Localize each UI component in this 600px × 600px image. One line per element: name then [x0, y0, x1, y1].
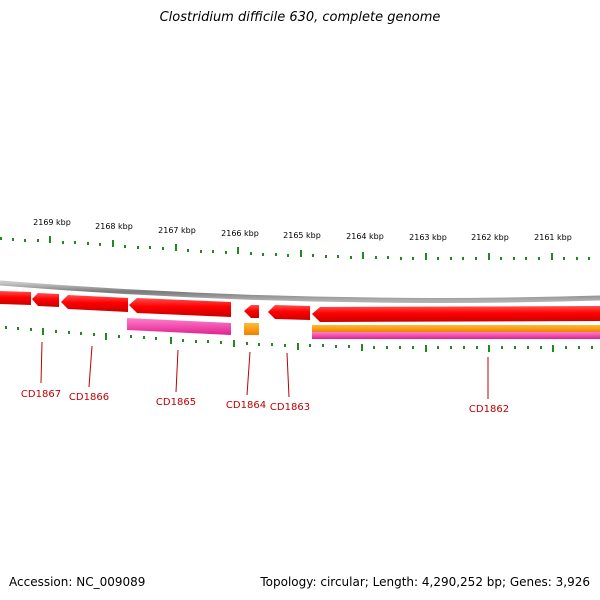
- gene-bar[interactable]: [127, 318, 231, 335]
- cds-arrow[interactable]: [0, 291, 31, 305]
- scale-label: 2167 kbp: [158, 226, 196, 235]
- scale-label: 2164 kbp: [346, 232, 384, 241]
- genome-summary-text: Topology: circular; Length: 4,290,252 bp…: [260, 575, 590, 589]
- cds-arrow[interactable]: [244, 305, 259, 318]
- gene-label[interactable]: CD1866: [69, 392, 109, 403]
- gene-label[interactable]: CD1863: [270, 402, 310, 413]
- gene-label[interactable]: CD1865: [156, 397, 196, 408]
- scale-ring: 2169 kbp 2168 kbp 2167 kbp 2166 kbp 2165…: [0, 218, 590, 260]
- scale-label: 2162 kbp: [471, 233, 509, 242]
- scale-label: 2166 kbp: [221, 229, 259, 238]
- accession-text: Accession: NC_009089: [9, 575, 146, 589]
- cds-arrow[interactable]: [129, 298, 231, 317]
- gene-label[interactable]: CD1862: [469, 404, 509, 415]
- cds-arrow[interactable]: [312, 306, 600, 322]
- inner-ticks: [5, 326, 593, 352]
- gene-bar[interactable]: [244, 323, 259, 335]
- scale-label: 2168 kbp: [95, 222, 133, 231]
- gene-bar[interactable]: [312, 325, 600, 332]
- gene-label[interactable]: CD1867: [21, 389, 61, 400]
- cds-arrow[interactable]: [268, 305, 310, 320]
- label-leaders: [40, 341, 489, 399]
- cds-arrow[interactable]: [61, 295, 128, 312]
- map-title: Clostridium difficile 630, complete geno…: [159, 10, 441, 25]
- cds-track: [0, 291, 600, 322]
- scale-label: 2169 kbp: [33, 218, 71, 227]
- scale-label: 2163 kbp: [409, 233, 447, 242]
- scale-label: 2161 kbp: [534, 233, 572, 242]
- genome-backbone: [0, 280, 600, 303]
- outer-ticks: [0, 236, 590, 260]
- cds-arrow[interactable]: [32, 293, 59, 307]
- gene-label[interactable]: CD1864: [226, 400, 266, 411]
- gene-track: [127, 318, 600, 339]
- scale-label: 2165 kbp: [283, 231, 321, 240]
- gene-bar[interactable]: [312, 332, 600, 339]
